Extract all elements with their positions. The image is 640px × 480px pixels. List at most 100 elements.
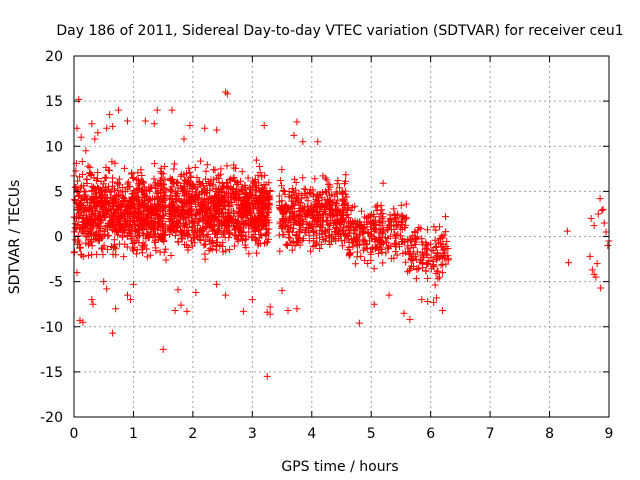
data-point <box>415 223 423 231</box>
data-point <box>588 266 596 274</box>
data-point <box>204 215 212 223</box>
data-point <box>151 238 159 246</box>
data-point <box>247 185 255 193</box>
data-point <box>326 181 334 189</box>
y-tick-label: 15 <box>45 94 63 110</box>
data-points <box>70 88 613 380</box>
data-point <box>350 220 358 228</box>
data-point <box>214 195 222 203</box>
data-point <box>101 186 109 194</box>
data-point <box>107 242 115 250</box>
data-point <box>382 249 390 257</box>
data-point <box>407 256 415 264</box>
data-point <box>313 213 321 221</box>
data-point <box>202 189 210 197</box>
data-point <box>300 206 308 214</box>
data-point <box>351 202 359 210</box>
data-point <box>292 232 300 240</box>
data-point <box>76 173 84 181</box>
data-point <box>213 126 221 134</box>
data-point <box>436 235 444 243</box>
data-point <box>265 206 273 214</box>
data-point <box>241 236 249 244</box>
data-point <box>112 251 120 259</box>
data-point <box>263 203 271 211</box>
data-point <box>195 215 203 223</box>
data-point <box>184 246 192 254</box>
data-point <box>184 208 192 216</box>
data-point <box>293 305 301 313</box>
data-point <box>378 240 386 248</box>
data-point <box>184 178 192 186</box>
data-point <box>239 307 247 315</box>
data-point <box>228 215 236 223</box>
data-point <box>188 242 196 250</box>
data-point <box>397 201 405 209</box>
data-point <box>138 171 146 179</box>
data-point <box>262 230 270 238</box>
data-point <box>436 223 444 231</box>
data-point <box>110 202 118 210</box>
data-point <box>289 185 297 193</box>
data-point <box>105 167 113 175</box>
data-point <box>332 188 340 196</box>
x-axis-label: GPS time / hours <box>281 459 398 475</box>
data-point <box>74 232 82 240</box>
data-point <box>290 175 298 183</box>
data-point <box>279 186 287 194</box>
data-point <box>130 174 138 182</box>
data-point <box>151 237 159 245</box>
data-point <box>180 213 188 221</box>
data-point <box>177 172 185 180</box>
data-point <box>379 259 387 267</box>
data-point <box>91 135 99 143</box>
data-point <box>335 209 343 217</box>
data-point <box>150 175 158 183</box>
data-point <box>79 318 87 326</box>
data-point <box>156 221 164 229</box>
data-point <box>418 258 426 266</box>
data-point <box>376 239 384 247</box>
data-point <box>97 224 105 232</box>
data-point <box>168 188 176 196</box>
data-point <box>393 251 401 259</box>
data-point <box>342 171 350 179</box>
data-point <box>104 166 112 174</box>
data-point <box>391 230 399 238</box>
data-point <box>222 291 230 299</box>
data-point <box>77 250 85 258</box>
x-tick-label: 2 <box>188 426 197 442</box>
data-point <box>308 210 316 218</box>
data-point <box>233 201 241 209</box>
data-point <box>399 237 407 245</box>
data-point <box>129 217 137 225</box>
data-point <box>138 185 146 193</box>
data-point <box>309 229 317 237</box>
data-point <box>311 175 319 183</box>
data-point <box>126 224 134 232</box>
data-point <box>277 182 285 190</box>
data-point <box>72 167 80 175</box>
data-point <box>341 237 349 245</box>
x-tick-label: 4 <box>307 426 316 442</box>
data-point <box>406 250 414 258</box>
data-point <box>317 212 325 220</box>
data-point <box>324 180 332 188</box>
data-point <box>299 138 307 146</box>
data-point <box>110 210 118 218</box>
data-point <box>94 235 102 243</box>
data-point <box>159 345 167 353</box>
data-point <box>377 201 385 209</box>
data-point <box>337 236 345 244</box>
data-point <box>143 218 151 226</box>
data-point <box>135 181 143 189</box>
data-point <box>379 179 387 187</box>
data-point <box>177 184 185 192</box>
y-tick-label: 20 <box>45 49 63 65</box>
data-point <box>343 193 351 201</box>
data-point <box>76 205 84 213</box>
data-point <box>266 303 274 311</box>
data-point <box>344 202 352 210</box>
data-point <box>433 267 441 275</box>
data-point <box>279 231 287 239</box>
